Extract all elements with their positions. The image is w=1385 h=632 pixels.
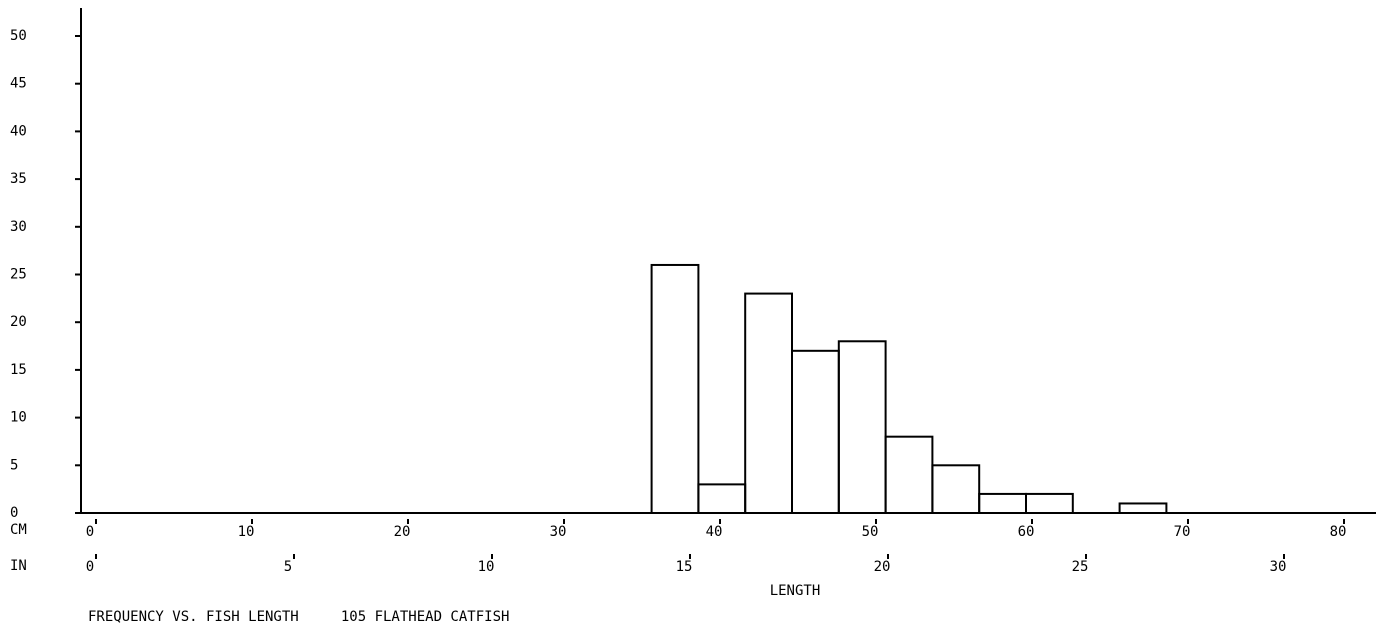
chart-title: FREQUENCY VS. FISH LENGTH 105 FLATHEAD C… <box>88 609 509 625</box>
bar <box>1025 492 1074 515</box>
y-tick-label: 30 <box>10 219 27 235</box>
x-tick-label: 40 <box>706 524 723 540</box>
x-tick-label: 80 <box>1330 524 1347 540</box>
bar <box>978 492 1028 515</box>
x2-tick-label: 5 <box>284 559 292 575</box>
x-tick-label: 60 <box>1018 524 1035 540</box>
x-tick-label: 70 <box>1174 524 1191 540</box>
x2-tick-label: 0 <box>86 559 94 575</box>
y-tick-label: 15 <box>10 362 27 378</box>
y-tick-label: 5 <box>10 457 18 473</box>
x2-tick-label: 15 <box>676 559 693 575</box>
x-tick-label: 20 <box>394 524 411 540</box>
y-tick-label: 45 <box>10 76 27 92</box>
bar <box>1118 502 1168 514</box>
y-tick-label: 0 <box>10 505 18 521</box>
y-tick-label: 40 <box>10 123 27 139</box>
bar <box>837 340 887 514</box>
bar <box>650 263 700 514</box>
x2-tick-label: 10 <box>478 559 495 575</box>
x2-tick-label: 30 <box>1270 559 1287 575</box>
y-tick-label: 50 <box>10 28 27 44</box>
x-tick-label: 30 <box>550 524 567 540</box>
bar <box>791 349 840 514</box>
x-tick-label: 50 <box>862 524 879 540</box>
x2-tick-label: 20 <box>874 559 891 575</box>
x-tick-label: 0 <box>86 524 94 540</box>
y-tick-label: 35 <box>10 171 27 187</box>
bar <box>884 435 934 514</box>
bar <box>744 292 794 514</box>
x-unit-label: CM <box>10 522 27 538</box>
x-tick-label: 10 <box>238 524 255 540</box>
y-tick-label: 25 <box>10 267 27 283</box>
x2-unit-label: IN <box>10 558 27 574</box>
x-axis-label: LENGTH <box>770 583 821 599</box>
y-tick-label: 20 <box>10 314 27 330</box>
x2-tick-label: 25 <box>1072 559 1089 575</box>
bar <box>931 464 981 514</box>
bar <box>697 483 747 515</box>
y-tick-label: 10 <box>10 410 27 426</box>
